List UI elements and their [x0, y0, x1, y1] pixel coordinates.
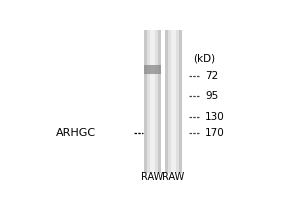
Text: (kD): (kD) — [193, 54, 215, 64]
Text: 130: 130 — [205, 112, 225, 122]
Bar — [168, 30, 179, 173]
Bar — [147, 30, 158, 173]
Bar — [145, 65, 161, 74]
Text: 72: 72 — [205, 71, 218, 81]
Bar — [145, 30, 161, 173]
Bar — [171, 30, 176, 173]
Text: RAW: RAW — [162, 172, 184, 182]
Bar — [150, 30, 155, 173]
Text: 170: 170 — [205, 128, 225, 138]
Text: 95: 95 — [205, 91, 218, 101]
Bar — [165, 30, 182, 173]
Text: ARHGC: ARHGC — [56, 128, 96, 138]
Text: RAW: RAW — [142, 172, 164, 182]
